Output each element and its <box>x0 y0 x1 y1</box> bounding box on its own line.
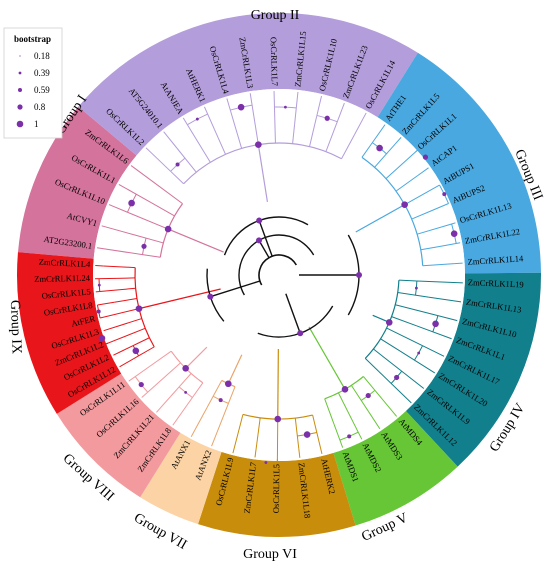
legend-label: 0.8 <box>34 102 46 112</box>
bootstrap-node <box>256 237 262 243</box>
backbone-arc <box>224 217 308 255</box>
sub-branch <box>399 280 417 281</box>
bootstrap-node <box>184 391 187 394</box>
legend-title: bootstrap <box>14 34 51 44</box>
legend-label: 0.39 <box>34 68 50 78</box>
group-stem <box>186 347 207 368</box>
bootstrap-node <box>256 217 262 223</box>
leaf-branch <box>455 263 463 264</box>
bootstrap-node <box>366 393 371 398</box>
bootstrap-node <box>442 192 446 196</box>
leaf-label: ZmCrRLK1L24 <box>34 273 91 284</box>
bootstrap-node <box>347 434 351 438</box>
backbone-stem <box>286 294 300 333</box>
backbone-stem <box>210 281 260 297</box>
legend-dot <box>17 104 22 109</box>
bootstrap-node <box>141 244 146 249</box>
legend-dot <box>18 88 22 92</box>
bootstrap-node <box>136 305 143 312</box>
sub-branch <box>365 358 379 371</box>
bootstrap-node <box>401 201 408 208</box>
sub-branch <box>143 255 161 258</box>
bootstrap-node <box>97 310 101 314</box>
legend-box <box>4 28 62 138</box>
group-stem <box>258 145 267 202</box>
bootstrap-node <box>165 226 172 233</box>
group-label: Group VI <box>243 547 297 562</box>
group-stem <box>309 327 345 389</box>
group-stem <box>228 355 242 384</box>
bootstrap-node <box>304 431 311 438</box>
bootstrap-node <box>356 272 362 278</box>
bootstrap-node <box>417 352 420 355</box>
leaf-label: OsCrRLK1L5 <box>271 464 281 513</box>
bootstrap-node <box>133 347 140 354</box>
bootstrap-node <box>264 461 267 464</box>
legend-label: 0.59 <box>34 85 50 95</box>
bootstrap-node <box>386 319 393 326</box>
group-stem <box>278 349 279 419</box>
group-stem <box>356 205 405 232</box>
group-stem <box>168 229 223 252</box>
leaf-label: OsCrRLK1L7 <box>269 37 280 87</box>
bootstrap-node <box>255 141 262 148</box>
group-label: Group II <box>251 8 300 23</box>
legend-dot <box>19 72 22 75</box>
bootstrap-node <box>98 284 101 287</box>
bootstrap-node <box>415 287 418 290</box>
backbone-arc <box>239 235 314 295</box>
bootstrap-legend: bootstrap 0.18 0.39 0.59 0.8 1 <box>4 28 62 138</box>
legend-dot <box>17 121 24 128</box>
bootstrap-node <box>176 162 180 166</box>
bootstrap-node <box>325 116 330 121</box>
bootstrap-node <box>423 155 428 160</box>
legend-dot <box>19 55 20 56</box>
bootstrap-node <box>139 382 144 387</box>
bootstrap-node <box>432 321 439 328</box>
bootstrap-node <box>284 106 287 109</box>
sub-branch <box>228 387 235 404</box>
bootstrap-node <box>274 416 281 423</box>
bootstrap-node <box>225 380 232 387</box>
bootstrap-node <box>394 375 399 380</box>
group-label: Group IX <box>7 300 24 355</box>
bootstrap-node <box>128 200 135 207</box>
legend-label: 0.18 <box>34 51 50 61</box>
bootstrap-node <box>297 330 303 336</box>
bootstrap-node <box>376 145 383 152</box>
bootstrap-node <box>238 104 245 111</box>
bootstrap-node <box>207 294 213 300</box>
bootstrap-node <box>342 386 349 393</box>
bootstrap-node <box>196 118 199 121</box>
bootstrap-node <box>451 230 458 237</box>
bootstrap-node <box>182 365 189 372</box>
legend-label: 1 <box>34 119 39 129</box>
bootstrap-node <box>219 398 223 402</box>
tree-root-arc <box>259 255 296 285</box>
